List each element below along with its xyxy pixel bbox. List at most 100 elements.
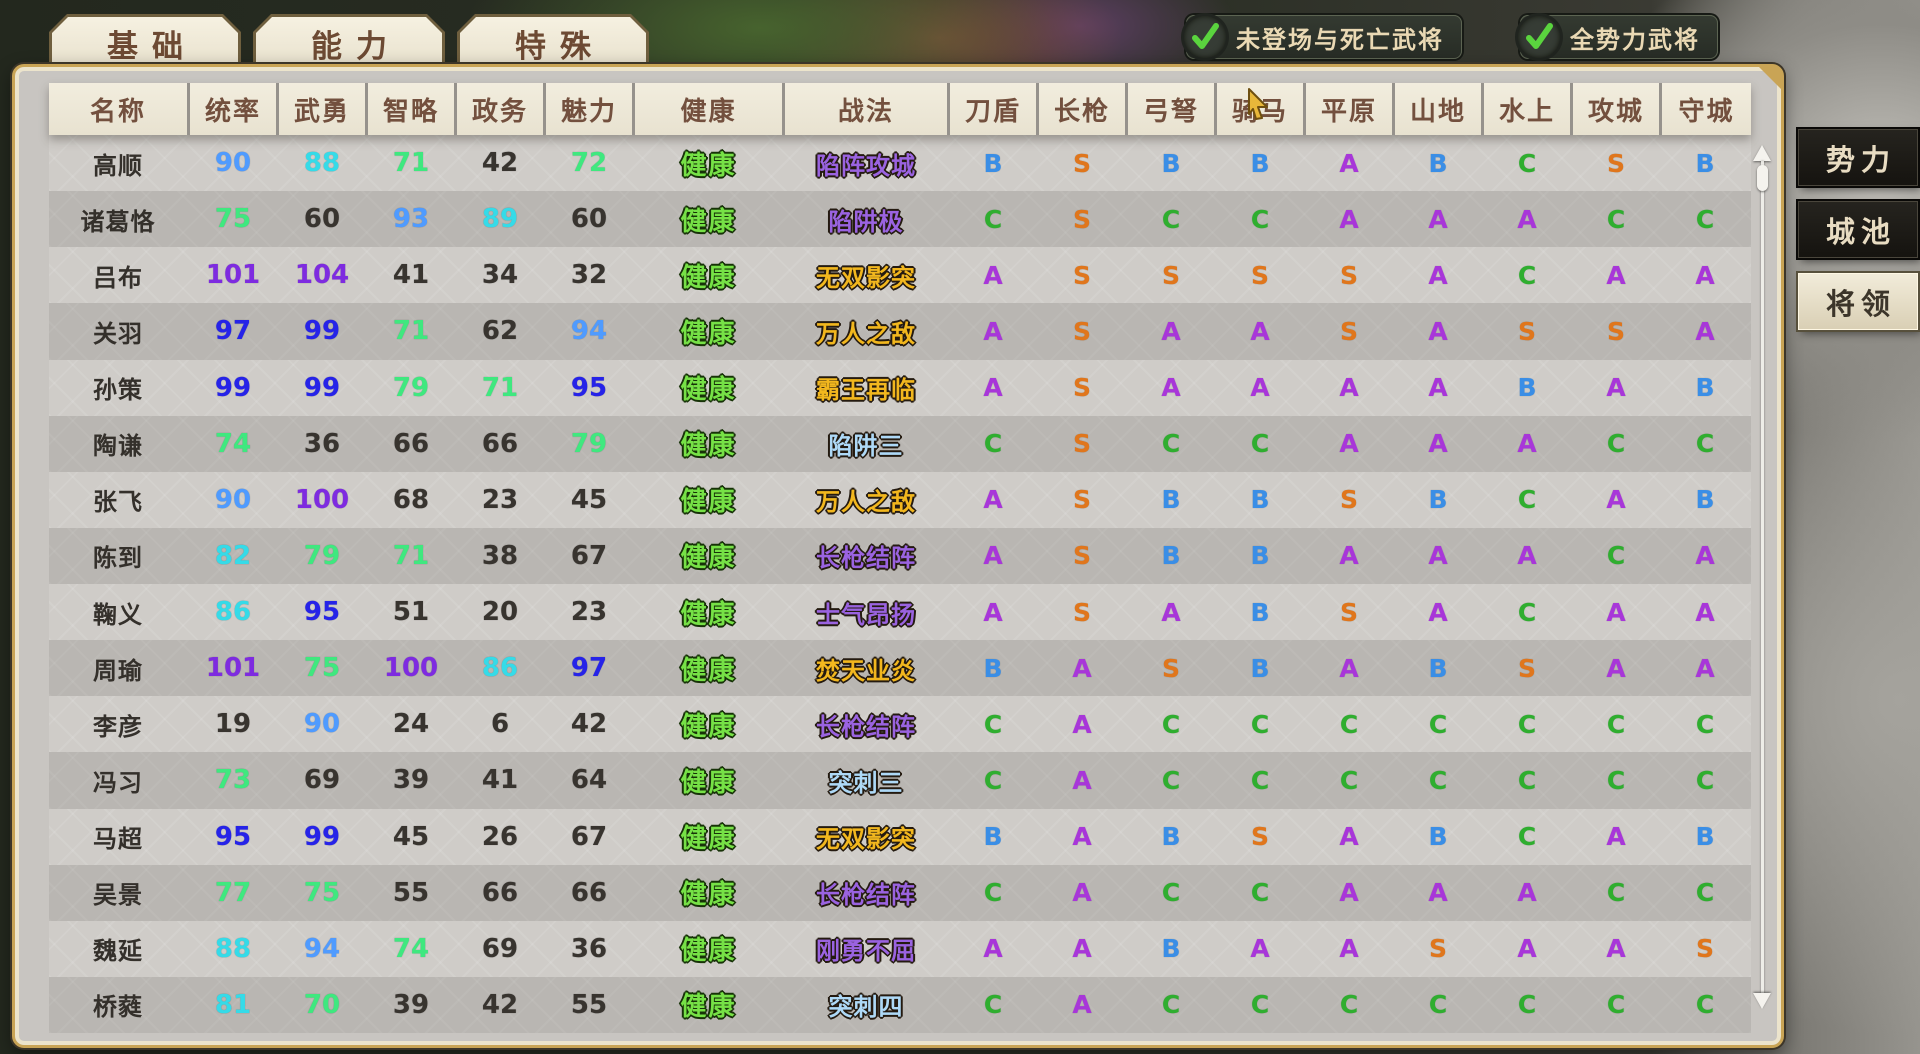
grade-value: S (1072, 316, 1091, 346)
column-header-0[interactable]: 名称 (49, 83, 190, 135)
column-header-4[interactable]: 政务 (457, 83, 546, 135)
column-header-5[interactable]: 魅力 (546, 83, 635, 135)
column-header-label: 水上 (1498, 96, 1555, 127)
column-header-15[interactable]: 攻城 (1573, 83, 1662, 135)
table-row-魏延[interactable]: 魏延 88 94 74 69 36 健康 刚勇不屈 A A B A A S A A S (49, 920, 1751, 977)
side-nav-cities-button[interactable]: 城池 (1798, 201, 1918, 258)
tactic-name: 陷阱极 (828, 207, 904, 236)
stat-value: 23 (481, 484, 519, 515)
column-header-11[interactable]: 骑马 (1217, 83, 1306, 135)
table-row-吴景[interactable]: 吴景 77 75 55 66 66 健康 长枪结阵 C A C C A A A C C (49, 864, 1751, 921)
grade-value: A (1428, 597, 1448, 627)
column-header-label: 刀盾 (964, 96, 1021, 127)
column-header-2[interactable]: 武勇 (279, 83, 368, 135)
table-row-李彦[interactable]: 李彦 19 90 24 6 42 健康 长枪结阵 C A C C C C C C C (49, 696, 1751, 753)
stat-value: 24 (392, 709, 430, 740)
table-row-周瑜[interactable]: 周瑜 101 75 100 86 97 健康 焚天业炎 B A S B A B S A A (49, 640, 1751, 697)
scroll-up-icon[interactable] (1753, 145, 1771, 161)
column-header-7[interactable]: 战法 (785, 83, 950, 135)
general-name: 吴景 (93, 881, 143, 910)
column-header-label: 长枪 (1053, 96, 1110, 127)
column-header-6[interactable]: 健康 (635, 83, 785, 135)
grade-value: S (1161, 260, 1180, 290)
table-row-桥蕤[interactable]: 桥蕤 81 70 39 42 55 健康 突刺四 C A C C C C C C C (49, 976, 1751, 1033)
table-row-冯习[interactable]: 冯习 73 69 39 41 64 健康 突刺三 C A C C C C C C C (49, 752, 1751, 809)
grade-value: B (1161, 822, 1181, 852)
stat-value: 66 (481, 877, 519, 908)
side-nav-forces-button[interactable]: 势力 (1798, 129, 1918, 186)
stat-value: 75 (214, 204, 252, 235)
scrollbar[interactable] (1753, 145, 1771, 1009)
grade-value: S (1072, 373, 1091, 403)
column-header-16[interactable]: 守城 (1662, 83, 1751, 135)
tab-face: 特殊 (460, 17, 646, 69)
table-row-关羽[interactable]: 关羽 97 99 71 62 94 健康 万人之敌 A S A A S A S S A (49, 303, 1751, 360)
grade-value: C (1606, 765, 1626, 795)
general-name: 周瑜 (93, 656, 143, 685)
grade-value: A (1072, 934, 1092, 964)
stat-value: 45 (570, 484, 608, 515)
column-header-3[interactable]: 智略 (368, 83, 457, 135)
grade-value: A (1606, 485, 1626, 515)
tab-ability[interactable]: 能力 (253, 14, 445, 72)
table-row-高顺[interactable]: 高顺 90 88 71 42 72 健康 陷阵攻城 B S B B A B C S B (49, 135, 1751, 192)
tactic-name: 士气昂扬 (816, 600, 916, 629)
grade-value: B (1250, 541, 1270, 571)
table-row-陶谦[interactable]: 陶谦 74 36 66 66 79 健康 陷阱三 C S C C A A A C C (49, 415, 1751, 472)
tab-special[interactable]: 特殊 (457, 14, 649, 72)
grade-value: C (1606, 878, 1626, 908)
column-header-1[interactable]: 统率 (190, 83, 279, 135)
health-status: 健康 (680, 262, 737, 293)
grade-value: S (1072, 597, 1091, 627)
grade-value: S (1072, 429, 1091, 459)
general-name: 马超 (93, 825, 143, 854)
filter-toggle-all-factions[interactable]: 全势力武将 (1518, 15, 1718, 59)
scrollbar-track[interactable] (1761, 161, 1764, 993)
general-name: 高顺 (93, 151, 143, 180)
filter-toggle-unappeared-dead[interactable]: 未登场与死亡武将 (1184, 15, 1462, 59)
table-row-鞠义[interactable]: 鞠义 86 95 51 20 23 健康 士气昂扬 A S A B S A C A A (49, 584, 1751, 641)
table-row-马超[interactable]: 马超 95 99 45 26 67 健康 无双影突 B A B S A B C A B (49, 808, 1751, 865)
column-header-14[interactable]: 水上 (1484, 83, 1573, 135)
grade-value: A (1250, 373, 1270, 403)
table-row-诸葛恪[interactable]: 诸葛恪 75 60 93 89 60 健康 陷阱极 C S C C A A A C C (49, 191, 1751, 248)
tab-basic[interactable]: 基础 (49, 14, 241, 72)
stat-value: 93 (392, 204, 430, 235)
grade-value: A (1695, 541, 1715, 571)
grade-value: C (1517, 148, 1537, 178)
column-header-12[interactable]: 平原 (1306, 83, 1395, 135)
grade-value: S (1250, 260, 1269, 290)
column-header-9[interactable]: 长枪 (1039, 83, 1128, 135)
grade-value: S (1606, 316, 1625, 346)
stat-value: 60 (570, 204, 608, 235)
stat-value: 100 (294, 484, 350, 515)
table-row-吕布[interactable]: 吕布 101 104 41 34 32 健康 无双影突 A S S S S A C A A (49, 247, 1751, 304)
grade-value: B (1161, 541, 1181, 571)
column-header-13[interactable]: 山地 (1395, 83, 1484, 135)
side-nav-label: 势力 (1825, 142, 1896, 177)
grade-value: A (1695, 597, 1715, 627)
scrollbar-thumb[interactable] (1757, 165, 1768, 191)
table-row-孙策[interactable]: 孙策 99 99 79 71 95 健康 霸王再临 A S A A A A B A B (49, 359, 1751, 416)
grade-value: A (1339, 148, 1359, 178)
tactic-name: 突刺四 (828, 993, 904, 1022)
column-header-10[interactable]: 弓弩 (1128, 83, 1217, 135)
stat-value: 71 (392, 540, 430, 571)
side-nav-generals-button[interactable]: 将领 (1798, 273, 1918, 330)
table-row-陈到[interactable]: 陈到 82 79 71 38 67 健康 长枪结阵 A S B B A A A C A (49, 527, 1751, 584)
table-row-张飞[interactable]: 张飞 90 100 68 23 45 健康 万人之敌 A S B B S B C A B (49, 471, 1751, 528)
grade-value: C (1606, 709, 1626, 739)
stat-value: 41 (481, 765, 519, 796)
grade-value: A (1072, 709, 1092, 739)
grade-value: A (983, 541, 1003, 571)
column-header-label: 智略 (382, 96, 439, 127)
column-header-8[interactable]: 刀盾 (950, 83, 1039, 135)
tactic-name: 万人之敌 (816, 319, 916, 348)
tab-face: 能力 (256, 17, 442, 69)
scroll-down-icon[interactable] (1753, 993, 1771, 1009)
stat-value: 82 (214, 540, 252, 571)
tactic-name: 陷阵攻城 (816, 151, 916, 180)
tab-label: 基础 (107, 28, 197, 65)
grade-value: A (983, 316, 1003, 346)
tab-label: 特殊 (515, 28, 605, 65)
